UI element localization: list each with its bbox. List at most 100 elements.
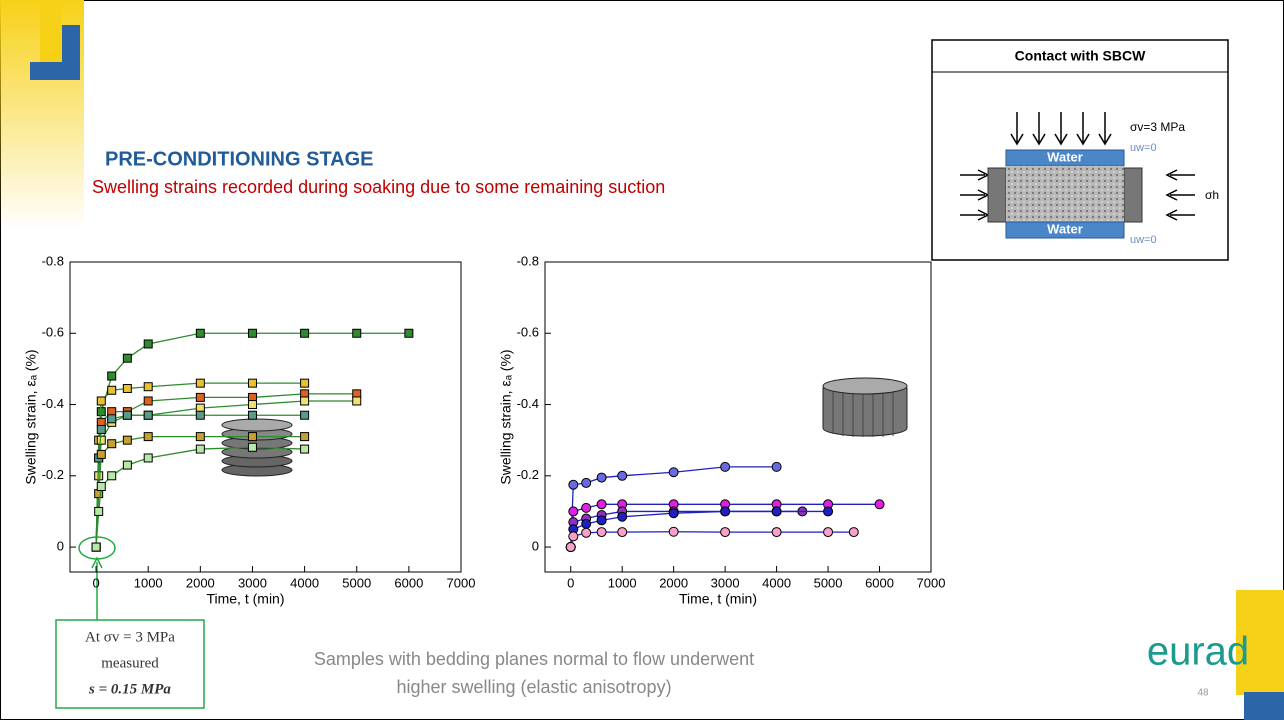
x-tick-label: 2000 xyxy=(186,575,215,590)
arrow xyxy=(91,556,103,569)
data-point xyxy=(300,378,310,388)
decoration xyxy=(1244,692,1284,720)
subtitle: Swelling strains recorded during soaking… xyxy=(92,177,665,197)
data-point xyxy=(300,432,310,442)
decoration xyxy=(1236,590,1284,695)
y-tick-label: -0.8 xyxy=(517,253,539,268)
data-point xyxy=(596,527,607,538)
caption: higher swelling (elastic anisotropy) xyxy=(396,677,671,697)
data-point xyxy=(300,410,310,420)
diagram-label: Water xyxy=(1047,221,1083,236)
data-point xyxy=(771,461,782,472)
x-tick-label: 7000 xyxy=(447,575,476,590)
page-number: 48 xyxy=(1197,688,1209,699)
data-point xyxy=(668,526,679,537)
data-point xyxy=(94,506,104,516)
data-point xyxy=(143,382,153,392)
data-point xyxy=(96,435,106,445)
sample-icon xyxy=(822,377,908,437)
x-tick-label: 5000 xyxy=(814,575,843,590)
y-tick-label: -0.6 xyxy=(42,325,64,340)
data-point xyxy=(300,328,310,338)
data-point xyxy=(195,444,205,454)
data-point xyxy=(720,527,731,538)
data-point xyxy=(143,410,153,420)
diagram-label: uw=0 xyxy=(1130,142,1157,154)
water-layer xyxy=(1005,221,1125,239)
data-point xyxy=(823,527,834,538)
data-point xyxy=(352,328,362,338)
data-point xyxy=(122,383,132,393)
data-point xyxy=(617,470,628,481)
data-point xyxy=(195,410,205,420)
x-tick-label: 2000 xyxy=(659,575,688,590)
data-point xyxy=(122,353,132,363)
data-point xyxy=(771,527,782,538)
data-point xyxy=(143,339,153,349)
data-point xyxy=(91,542,101,552)
data-point xyxy=(568,479,579,490)
plot-frame xyxy=(69,261,462,573)
y-tick-label: -0.4 xyxy=(517,396,539,411)
y-axis-label: Swelling strain, εₐ (%) xyxy=(23,349,39,484)
data-point xyxy=(596,499,607,510)
x-tick-label: 3000 xyxy=(238,575,267,590)
data-point xyxy=(107,439,117,449)
data-point xyxy=(247,410,257,420)
data-point xyxy=(668,467,679,478)
data-point xyxy=(581,518,592,529)
y-tick-label: -0.8 xyxy=(42,253,64,268)
data-point xyxy=(122,410,132,420)
diagram-label: uw=0 xyxy=(1130,234,1157,246)
data-point xyxy=(823,506,834,517)
y-tick-label: -0.6 xyxy=(517,325,539,340)
data-point xyxy=(771,506,782,517)
decoration xyxy=(40,0,62,62)
x-tick-label: 4000 xyxy=(290,575,319,590)
x-tick-label: 5000 xyxy=(342,575,371,590)
series-line xyxy=(570,510,829,548)
callout-text: s = 0.15 MPa xyxy=(88,681,171,697)
y-tick-label: -0.4 xyxy=(42,396,64,411)
x-tick-label: 6000 xyxy=(865,575,894,590)
data-point xyxy=(300,444,310,454)
x-axis-label: Time, t (min) xyxy=(679,591,757,607)
x-tick-label: 6000 xyxy=(394,575,423,590)
data-point xyxy=(107,385,117,395)
data-point xyxy=(107,414,117,424)
slide-title: PRE-CONDITIONING STAGE xyxy=(105,148,374,170)
data-point xyxy=(247,378,257,388)
data-point xyxy=(668,508,679,519)
data-point xyxy=(720,506,731,517)
x-tick-label: 0 xyxy=(567,575,574,590)
data-point xyxy=(96,481,106,491)
data-point xyxy=(195,392,205,402)
data-point xyxy=(565,542,576,553)
x-tick-label: 7000 xyxy=(917,575,946,590)
data-point xyxy=(720,461,731,472)
diagram-title: Contact with SBCW xyxy=(1015,48,1146,64)
data-point xyxy=(596,515,607,526)
data-point xyxy=(143,453,153,463)
y-axis-label: Swelling strain, εₐ (%) xyxy=(498,349,514,484)
data-point xyxy=(107,371,117,381)
x-tick-label: 3000 xyxy=(711,575,740,590)
callout-text: measured xyxy=(101,655,159,671)
x-tick-label: 0 xyxy=(92,575,99,590)
callout-text: At σv = 3 MPa xyxy=(85,629,175,645)
data-point xyxy=(195,328,205,338)
side-plate xyxy=(987,167,1007,223)
data-point xyxy=(143,396,153,406)
data-point xyxy=(247,328,257,338)
logo: eurad xyxy=(1147,630,1249,674)
data-point xyxy=(96,396,106,406)
series-line xyxy=(570,503,880,548)
diagram-label: σh xyxy=(1205,188,1219,202)
data-point xyxy=(247,400,257,410)
side-plate xyxy=(1123,167,1143,223)
data-point xyxy=(617,511,628,522)
data-point xyxy=(300,396,310,406)
x-tick-label: 1000 xyxy=(134,575,163,590)
